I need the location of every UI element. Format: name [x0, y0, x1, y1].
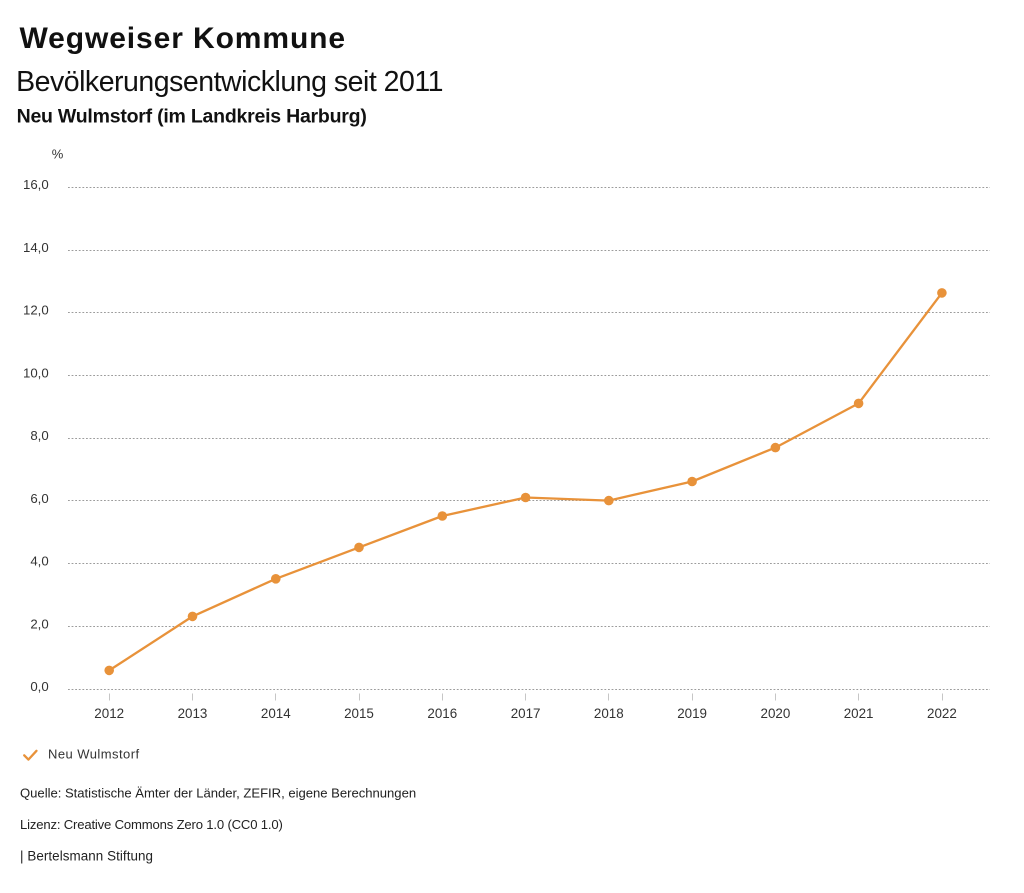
svg-text:2018: 2018 [594, 706, 624, 721]
svg-text:2013: 2013 [178, 706, 208, 721]
svg-text:Neu Wulmstorf (im Landkreis Ha: Neu Wulmstorf (im Landkreis Harburg) [17, 106, 367, 128]
svg-text:Bevölkerungsentwicklung seit 2: Bevölkerungsentwicklung seit 2011 [16, 66, 443, 98]
svg-text:12,0: 12,0 [23, 303, 49, 318]
svg-text:4,0: 4,0 [30, 554, 48, 569]
svg-text:10,0: 10,0 [23, 365, 49, 380]
svg-text:2020: 2020 [761, 706, 791, 721]
svg-text:2,0: 2,0 [30, 616, 48, 631]
svg-text:2019: 2019 [677, 706, 707, 721]
svg-text:Wegweiser Kommune: Wegweiser Kommune [20, 22, 347, 55]
svg-text:2017: 2017 [511, 706, 541, 721]
svg-text:Quelle: Statistische Ämter der: Quelle: Statistische Ämter der Länder, Z… [20, 785, 416, 800]
svg-text:2014: 2014 [261, 706, 291, 721]
svg-text:14,0: 14,0 [23, 240, 49, 255]
svg-text:2015: 2015 [344, 706, 374, 721]
svg-text:6,0: 6,0 [30, 491, 48, 506]
svg-text:Neu Wulmstorf: Neu Wulmstorf [48, 747, 140, 762]
svg-text:2016: 2016 [427, 706, 457, 721]
svg-text:2021: 2021 [844, 706, 874, 721]
svg-text:%: % [52, 147, 64, 162]
svg-text:| Bertelsmann Stiftung: | Bertelsmann Stiftung [20, 849, 153, 864]
svg-text:8,0: 8,0 [30, 428, 48, 443]
svg-text:2022: 2022 [927, 706, 957, 721]
svg-text:Lizenz: Creative Commons Zero: Lizenz: Creative Commons Zero 1.0 (CC0 1… [20, 817, 283, 832]
svg-text:16,0: 16,0 [23, 177, 49, 192]
svg-text:2012: 2012 [94, 706, 124, 721]
svg-text:0,0: 0,0 [30, 679, 48, 694]
